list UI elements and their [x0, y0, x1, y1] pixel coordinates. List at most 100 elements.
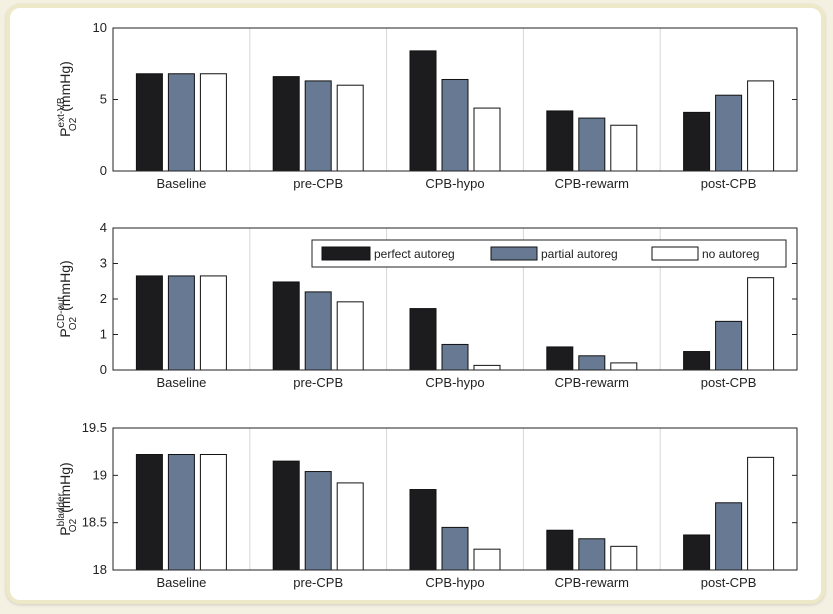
bar-partial-autoreg-cpb-rewarm: [578, 117, 606, 172]
bar-partial-autoreg-cpb-rewarm: [578, 355, 606, 371]
y-tick-label: 1: [100, 327, 107, 342]
bar-partial-autoreg-baseline: [167, 73, 195, 172]
bar-perfect-autoreg-cpb-rewarm: [546, 529, 574, 571]
y-tick-label: 19: [93, 467, 107, 482]
bar-no-autoreg-baseline: [199, 454, 227, 571]
bar-partial-autoreg-post-cpb: [715, 320, 743, 371]
legend-label: perfect autoreg: [374, 247, 455, 261]
bar-partial-autoreg-baseline: [167, 454, 195, 571]
category-label: CPB-rewarm: [555, 375, 629, 390]
y-tick-label: 2: [100, 291, 107, 306]
y-tick-label: 0: [100, 362, 107, 377]
bar-no-autoreg-cpb-rewarm: [610, 362, 638, 371]
bar-perfect-autoreg-baseline: [135, 275, 163, 371]
category-label: post-CPB: [701, 176, 757, 191]
bar-partial-autoreg-pre-cpb: [304, 291, 332, 371]
bar-no-autoreg-cpb-hypo: [473, 548, 501, 571]
bar-no-autoreg-baseline: [199, 73, 227, 172]
legend-label: no autoreg: [702, 247, 759, 261]
chart-panel-2: Baseline pre-CPB CPB-hypo CPB-rewarm post-CP…: [56, 220, 798, 390]
bar-no-autoreg-cpb-rewarm: [610, 124, 638, 172]
chart-panel-3: Baseline pre-CPB CPB-hypo CPB-rewarm post-CP…: [56, 420, 798, 590]
bar-no-autoreg-cpb-rewarm: [610, 545, 638, 571]
category-label: CPB-hypo: [425, 176, 484, 191]
y-tick-label: 10: [93, 20, 107, 35]
category-label: Baseline: [156, 176, 206, 191]
category-label: post-CPB: [701, 375, 757, 390]
bar-partial-autoreg-baseline: [167, 275, 195, 371]
legend-swatch: [490, 246, 538, 261]
axes-box: [112, 427, 798, 571]
category-label: CPB-hypo: [425, 375, 484, 390]
y-axis-label: Pext-VBO2 (mmHg): [56, 61, 79, 137]
bar-no-autoreg-post-cpb: [747, 80, 775, 172]
bar-partial-autoreg-post-cpb: [715, 502, 743, 571]
y-tick-label: 4: [100, 220, 107, 235]
bar-no-autoreg-cpb-hypo: [473, 364, 501, 371]
bar-perfect-autoreg-cpb-rewarm: [546, 346, 574, 371]
legend-swatch: [651, 246, 699, 261]
bar-perfect-autoreg-pre-cpb: [272, 76, 300, 172]
bar-no-autoreg-post-cpb: [747, 456, 775, 571]
y-axis-label-subscript: O2: [68, 518, 79, 532]
category-label: pre-CPB: [293, 375, 343, 390]
y-tick-label: 3: [100, 256, 107, 271]
legend-box: [311, 239, 787, 268]
y-axis-label-main: P: [57, 526, 73, 535]
bar-no-autoreg-pre-cpb: [336, 482, 364, 571]
y-axis-label: PCD-outO2 (mmHg): [56, 260, 79, 337]
y-tick-label: 0: [100, 163, 107, 178]
bar-perfect-autoreg-post-cpb: [683, 111, 711, 172]
category-label: CPB-rewarm: [555, 176, 629, 191]
bar-perfect-autoreg-baseline: [135, 73, 163, 172]
y-axis-label-superscript: bladder: [56, 492, 67, 526]
y-axis-label-main: P: [57, 328, 73, 337]
bar-partial-autoreg-pre-cpb: [304, 471, 332, 571]
bar-perfect-autoreg-pre-cpb: [272, 281, 300, 371]
category-label: Baseline: [156, 575, 206, 590]
bar-perfect-autoreg-post-cpb: [683, 534, 711, 571]
category-label: CPB-hypo: [425, 575, 484, 590]
y-axis-label-subscript: O2: [68, 117, 79, 131]
y-axis-label: PbladderO2 (mmHg): [56, 462, 79, 535]
y-axis-label-unit: (mmHg): [57, 61, 73, 112]
category-label: CPB-rewarm: [555, 575, 629, 590]
bar-perfect-autoreg-post-cpb: [683, 351, 711, 371]
bar-partial-autoreg-post-cpb: [715, 94, 743, 172]
bar-no-autoreg-pre-cpb: [336, 301, 364, 371]
category-label: Baseline: [156, 375, 206, 390]
bar-perfect-autoreg-cpb-hypo: [409, 50, 437, 172]
legend: perfect autoreg partial autoreg no autoreg: [311, 239, 787, 268]
bar-no-autoreg-pre-cpb: [336, 84, 364, 172]
y-tick-label: 18.5: [82, 515, 107, 530]
y-axis-label-superscript: CD-out: [56, 296, 67, 328]
legend-swatch: [321, 246, 371, 261]
y-axis-label-subscript: O2: [68, 316, 79, 330]
y-tick-label: 5: [100, 92, 107, 107]
bar-partial-autoreg-cpb-rewarm: [578, 538, 606, 571]
bar-no-autoreg-cpb-hypo: [473, 107, 501, 172]
bar-perfect-autoreg-cpb-hypo: [409, 308, 437, 371]
bar-no-autoreg-post-cpb: [747, 277, 775, 371]
y-axis-label-unit: (mmHg): [57, 462, 73, 513]
y-axis-label-unit: (mmHg): [57, 260, 73, 311]
bar-perfect-autoreg-cpb-rewarm: [546, 110, 574, 172]
y-tick-label: 18: [93, 562, 107, 577]
category-label: post-CPB: [701, 575, 757, 590]
bar-partial-autoreg-cpb-hypo: [441, 78, 469, 172]
y-tick-label: 19.5: [82, 420, 107, 435]
bar-partial-autoreg-pre-cpb: [304, 80, 332, 172]
bar-perfect-autoreg-pre-cpb: [272, 460, 300, 571]
bar-partial-autoreg-cpb-hypo: [441, 343, 469, 371]
bar-perfect-autoreg-baseline: [135, 454, 163, 571]
y-axis-label-superscript: ext-VB: [56, 97, 67, 127]
y-axis-label-main: P: [57, 127, 73, 136]
category-label: pre-CPB: [293, 176, 343, 191]
category-label: pre-CPB: [293, 575, 343, 590]
bar-no-autoreg-baseline: [199, 275, 227, 371]
legend-label: partial autoreg: [541, 247, 618, 261]
chart-panel-1: Baseline pre-CPB CPB-hypo CPB-rewarm post-CP…: [56, 20, 798, 191]
bar-partial-autoreg-cpb-hypo: [441, 526, 469, 571]
bar-perfect-autoreg-cpb-hypo: [409, 489, 437, 571]
